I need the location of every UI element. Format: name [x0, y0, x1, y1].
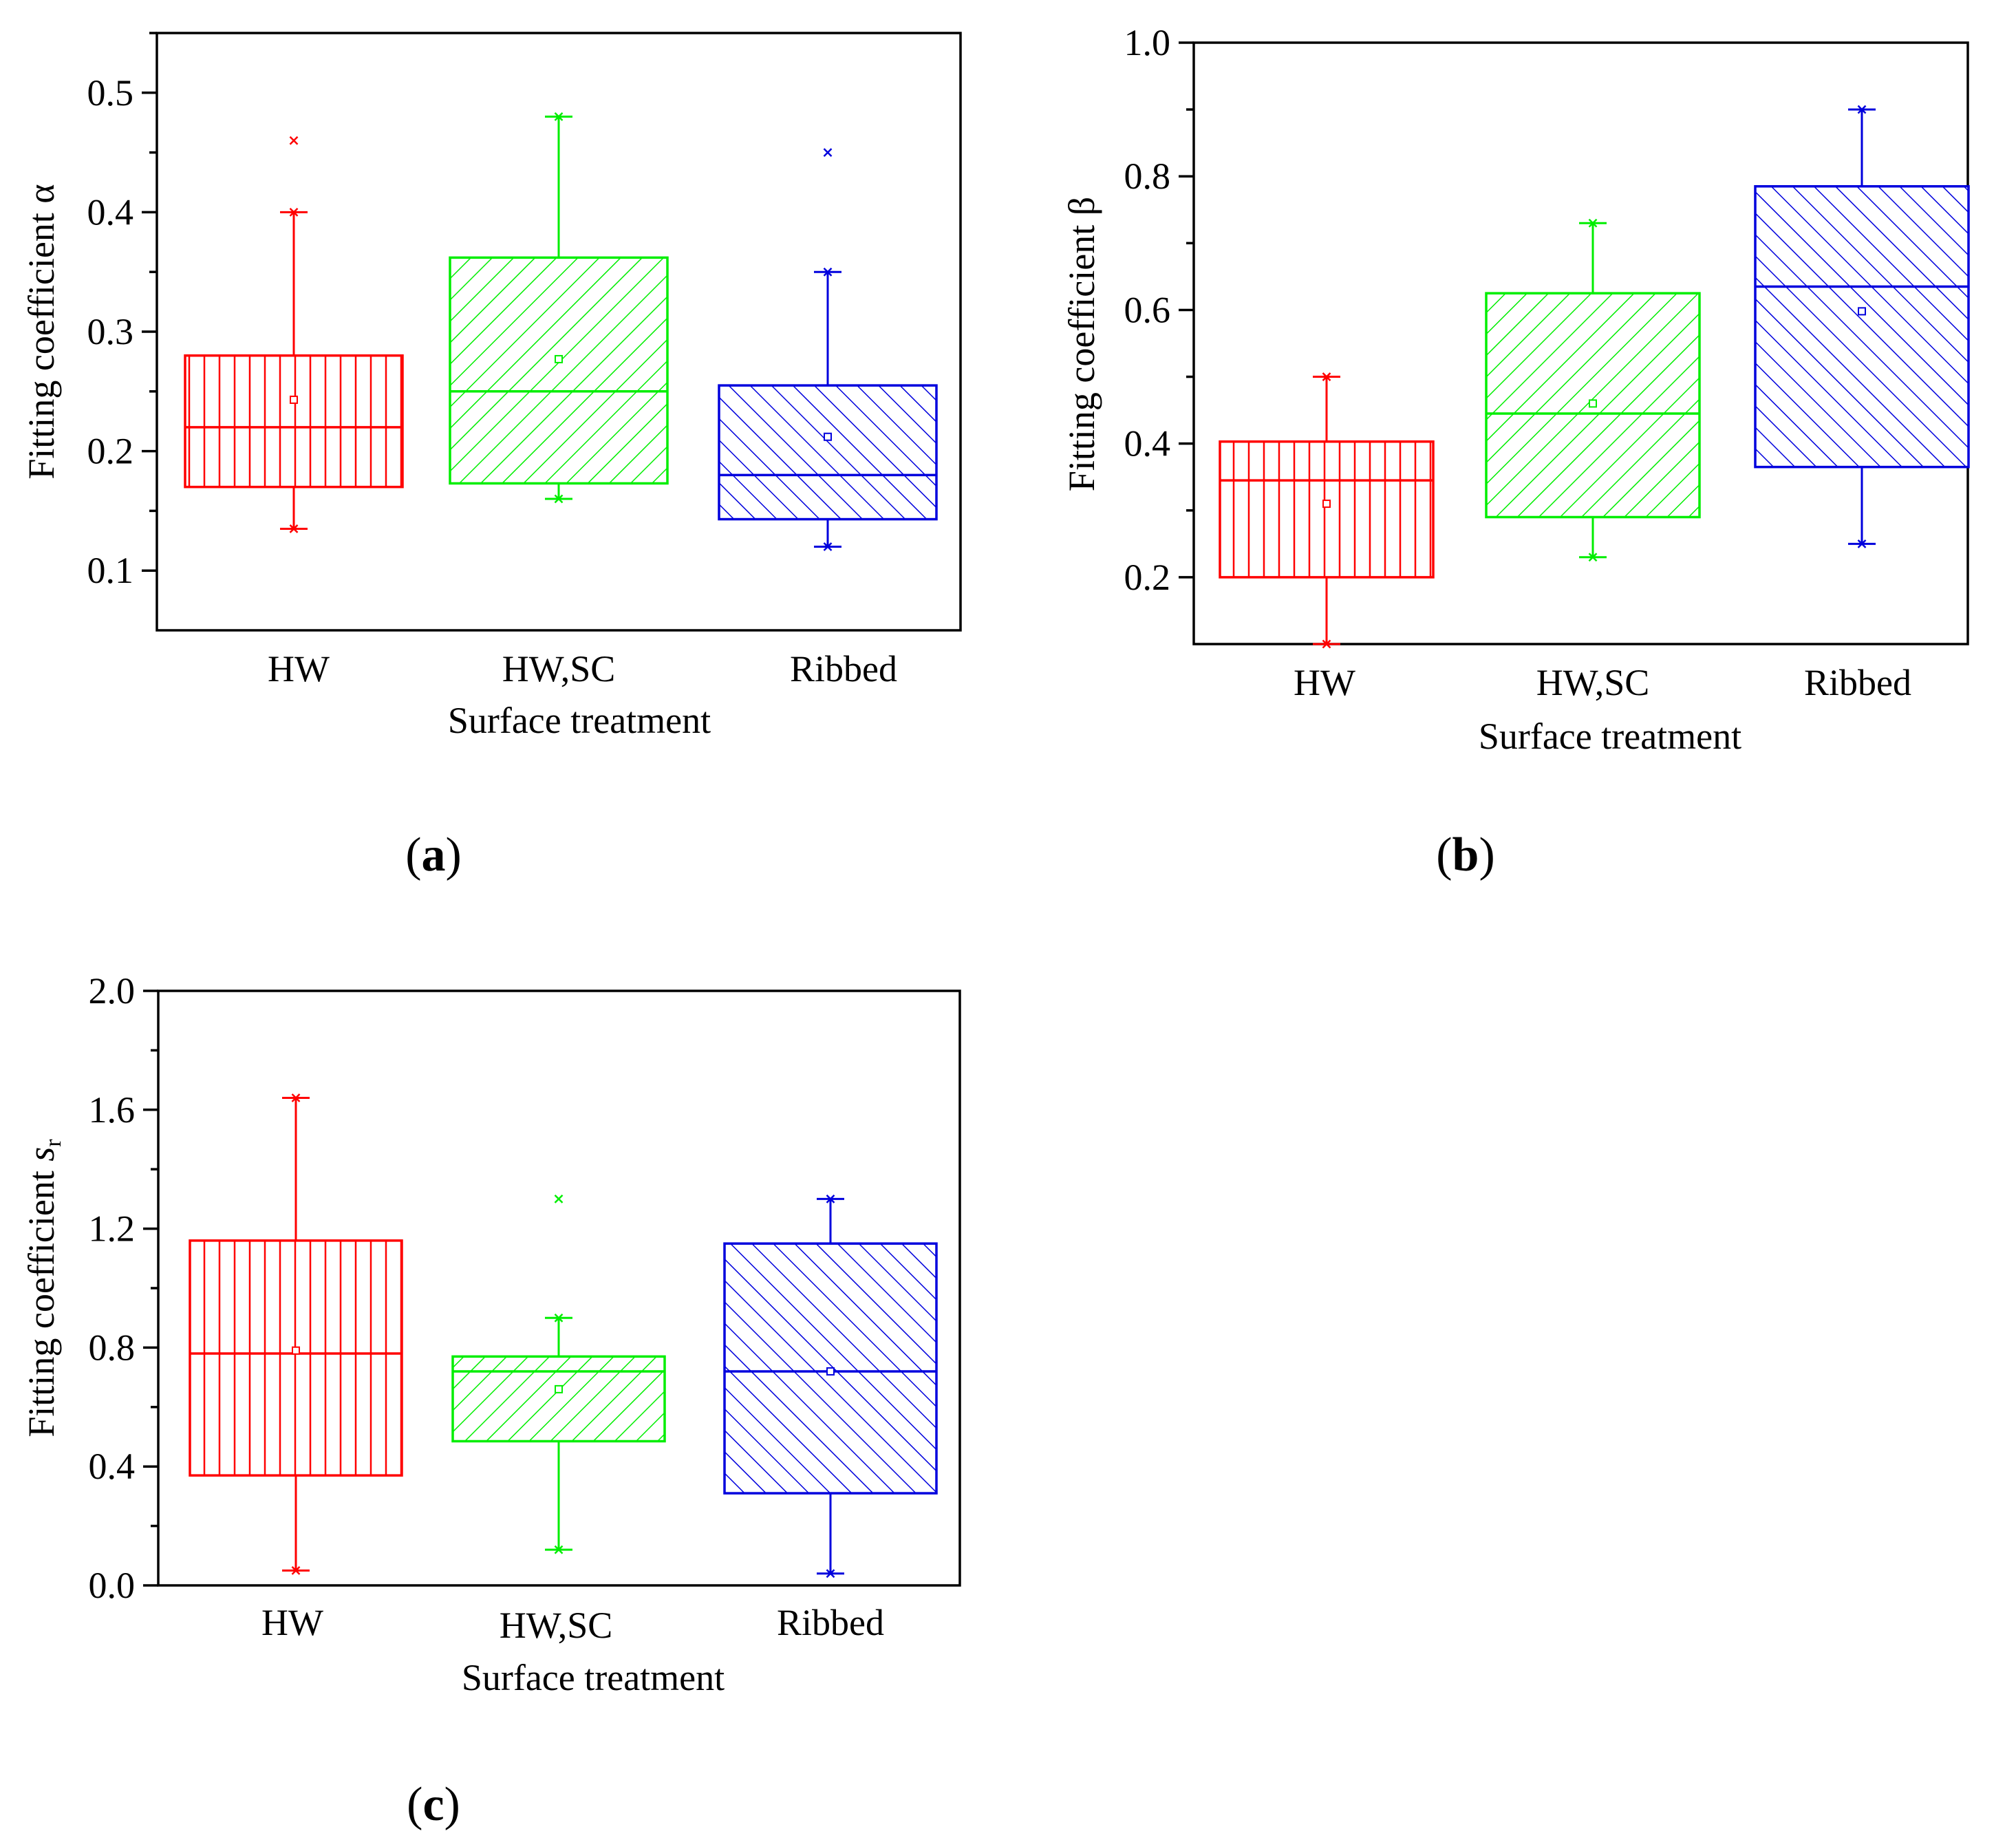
- extreme-marker: [1322, 639, 1331, 649]
- y-tick-label: 0.1: [87, 550, 134, 591]
- y-tick-label: 0.6: [1124, 289, 1171, 330]
- mean-marker: [292, 1346, 300, 1355]
- y-tick-label: 0.2: [1124, 557, 1171, 598]
- x-tick-label-hwsc: HW,SC: [1536, 662, 1650, 703]
- y-axis-label: Fitting coefficient β: [1061, 197, 1102, 491]
- outlier-marker: [554, 1195, 564, 1204]
- panel-caption: (b): [1436, 828, 1495, 881]
- box-marks: [1219, 105, 1970, 649]
- extreme-marker: [1322, 372, 1331, 381]
- extreme-marker: [291, 1093, 301, 1102]
- x-tick-label-hw: HW: [268, 648, 330, 689]
- box-marks: [189, 1093, 938, 1579]
- extreme-marker: [289, 524, 299, 533]
- extreme-marker: [554, 112, 564, 121]
- extreme-marker: [1588, 218, 1598, 228]
- mean-marker: [1858, 307, 1866, 316]
- y-tick-label: 0.8: [89, 1327, 136, 1368]
- mean-marker: [555, 354, 563, 363]
- box-body: [449, 256, 669, 485]
- extreme-marker: [289, 208, 299, 217]
- extreme-marker: [826, 1195, 835, 1204]
- y-tick-label: 0.4: [89, 1446, 136, 1487]
- box-body: [1754, 185, 1970, 469]
- x-tick-label-ribbed: Ribbed: [1804, 662, 1911, 703]
- y-tick-label: 0.2: [87, 431, 134, 472]
- box-hwsc: [1485, 218, 1701, 562]
- outlier-marker: [289, 136, 299, 145]
- x-tick-label-ribbed: Ribbed: [790, 648, 897, 689]
- outlier-marker: [823, 148, 833, 157]
- panel-caption: (a): [405, 828, 462, 881]
- panel-caption-letter: b: [1452, 828, 1479, 881]
- y-tick-label: 0.8: [1124, 156, 1171, 197]
- y-ticks: 0.1 0.2 0.3 0.4 0.5: [87, 32, 157, 591]
- panel-caption: (c): [407, 1778, 460, 1831]
- extreme-marker: [823, 542, 833, 551]
- box-hw: [189, 1093, 403, 1575]
- x-axis-label: Surface treatment: [462, 1657, 725, 1698]
- box-ribbed: [718, 148, 938, 551]
- extreme-marker: [826, 1569, 835, 1579]
- extreme-marker: [554, 494, 564, 504]
- mean-marker: [1322, 500, 1331, 509]
- box-body: [718, 384, 938, 521]
- y-tick-label: 2.0: [89, 970, 136, 1012]
- box-hw: [184, 136, 404, 533]
- panel-a: 0.1 0.2 0.3 0.4 0.5 Fitting coefficient α HW…: [21, 32, 962, 881]
- panel-b: 0.2 0.4 0.6 0.8 1.0 Fitting coefficient β HW…: [1061, 22, 1970, 881]
- y-axis-label-sub: r: [41, 1139, 66, 1147]
- y-axis-label: Fitting coefficient sr: [21, 1139, 66, 1437]
- x-tick-label-hwsc: HW,SC: [500, 1605, 613, 1646]
- box-body: [451, 1355, 666, 1443]
- box-hwsc: [449, 112, 669, 504]
- box-ribbed: [723, 1195, 938, 1579]
- y-ticks: 0.2 0.4 0.6 0.8 1.0: [1124, 22, 1194, 598]
- box-body: [184, 354, 404, 489]
- y-tick-label: 1.2: [89, 1208, 136, 1250]
- y-axis-label: Fitting coefficient α: [21, 184, 62, 479]
- y-tick-label: 0.3: [87, 311, 134, 352]
- y-axis-label-text: Fitting coefficient: [21, 1162, 62, 1437]
- extreme-marker: [554, 1545, 564, 1554]
- mean-marker: [290, 395, 298, 404]
- panel-c: 0.0 0.4 0.8 1.2 1.6 2.0 Fitting coefficient s…: [21, 970, 961, 1831]
- y-tick-label: 1.0: [1124, 22, 1171, 63]
- extreme-marker: [1857, 105, 1867, 114]
- extreme-marker: [1857, 539, 1867, 548]
- y-tick-label: 0.0: [89, 1565, 136, 1606]
- y-axis-label-var: s: [21, 1147, 62, 1162]
- y-ticks: 0.0 0.4 0.8 1.2 1.6 2.0: [89, 970, 158, 1606]
- box-body: [189, 1239, 403, 1477]
- x-tick-label-hwsc: HW,SC: [502, 648, 616, 689]
- y-tick-label: 0.5: [87, 72, 134, 114]
- panel-caption-letter: a: [422, 828, 446, 881]
- extreme-marker: [291, 1566, 301, 1575]
- mean-marker: [824, 432, 832, 441]
- panel-caption-letter: c: [422, 1778, 444, 1831]
- box-body: [1219, 440, 1435, 579]
- box-hwsc: [451, 1195, 666, 1554]
- y-tick-label: 0.4: [87, 191, 134, 233]
- extreme-marker: [1588, 553, 1598, 562]
- box-marks: [184, 112, 938, 551]
- box-hw: [1219, 372, 1435, 649]
- box-ribbed: [1754, 105, 1970, 548]
- extreme-marker: [554, 1313, 564, 1323]
- y-tick-label: 0.4: [1124, 423, 1171, 464]
- y-tick-label: 1.6: [89, 1089, 136, 1131]
- x-tick-label-ribbed: Ribbed: [777, 1602, 884, 1643]
- x-axis-label: Surface treatment: [448, 700, 711, 741]
- extreme-marker: [823, 267, 833, 277]
- x-tick-label-hw: HW: [261, 1602, 323, 1643]
- x-tick-label-hw: HW: [1294, 662, 1355, 703]
- mean-marker: [826, 1367, 835, 1376]
- mean-marker: [555, 1384, 563, 1393]
- x-axis-label: Surface treatment: [1479, 716, 1741, 757]
- mean-marker: [1589, 399, 1597, 408]
